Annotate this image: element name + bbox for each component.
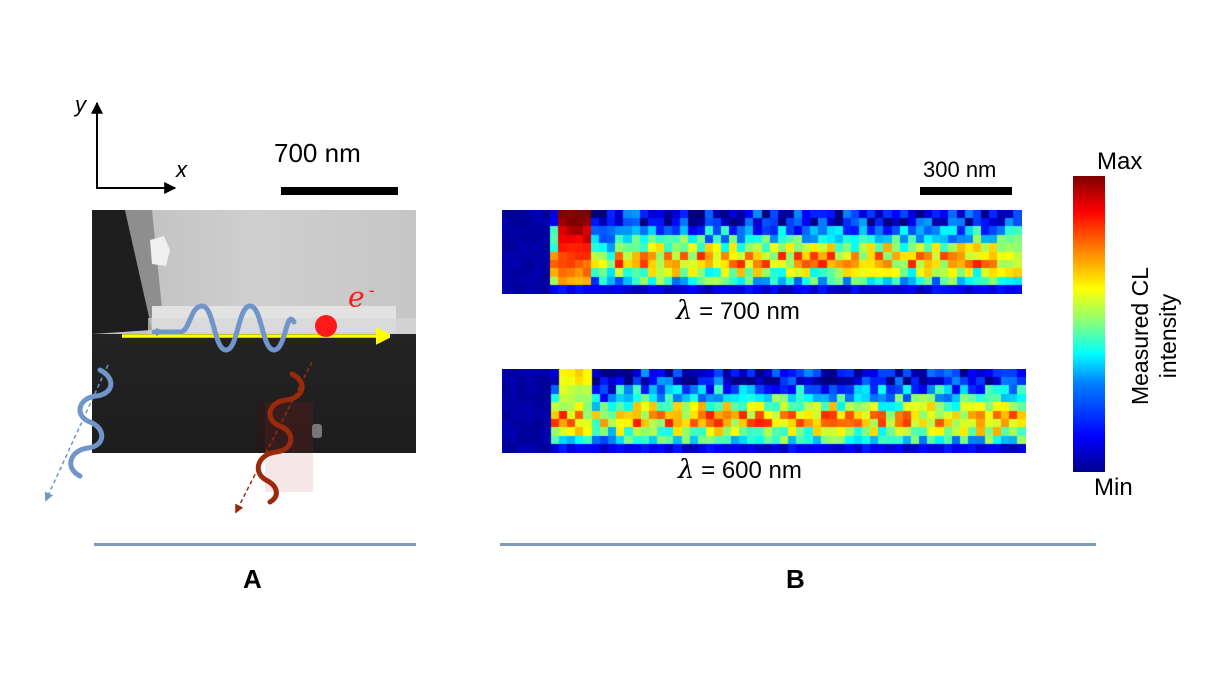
electron-label-sup: - (368, 280, 375, 301)
colorbar-title-line1: Measured CL (1127, 266, 1153, 406)
colorbar-max-label: Max (1097, 148, 1143, 175)
panel-a-overlay (44, 303, 390, 514)
divider-b (500, 543, 1096, 546)
cl-map-600nm (502, 369, 1026, 453)
electron-label-base: e (348, 280, 365, 314)
lambda-symbol: λ (678, 455, 695, 485)
emitted-wave-blue (68, 367, 114, 479)
electron (315, 315, 337, 337)
panel-letter-b: B (786, 564, 805, 594)
colorbar-title: Measured CL intensity (1126, 246, 1186, 426)
lambda-symbol: λ (676, 296, 693, 326)
colorbar-min-label: Min (1094, 474, 1133, 501)
scale-bar-label-a: 700 nm (274, 138, 361, 168)
scale-bar-a (281, 187, 398, 195)
map-label-600nm-text: = 600 nm (694, 457, 802, 484)
panel-letter-a: A (243, 564, 262, 594)
map-label-700nm-text: = 700 nm (692, 298, 800, 325)
colorbar (1073, 176, 1105, 472)
coordinate-axes (91, 101, 177, 194)
cl-map-700nm (502, 210, 1022, 294)
x-axis-label: x (176, 157, 187, 182)
colorbar-title-line2: intensity (1155, 293, 1181, 379)
y-axis-label: y (75, 92, 86, 117)
scale-bar-b (920, 187, 1012, 195)
surface-wave (151, 303, 297, 353)
emitted-wave-red (255, 371, 305, 505)
divider-a (94, 543, 416, 546)
map-label-700nm: λ = 700 nm (676, 296, 800, 326)
electron-label: e- (348, 280, 375, 313)
scale-bar-label-b: 300 nm (923, 157, 997, 182)
map-label-600nm: λ = 600 nm (678, 455, 802, 485)
sem-image (92, 210, 416, 453)
